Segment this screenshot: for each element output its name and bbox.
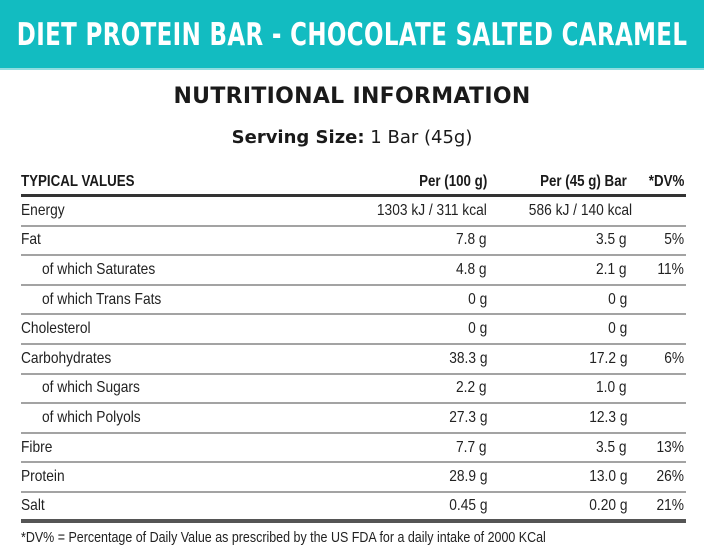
row-label: of which Saturates [42,260,156,278]
row-per-45g: 586 kJ / 140 kcal [528,201,632,219]
row-dv: 26% [656,468,684,486]
table-row-energy: Energy 1303 kJ / 311 kcal 586 kJ / 140 k… [21,197,686,227]
table-row-cholesterol: Cholesterol 0 g 0 g [21,315,686,345]
table-row-fibre: Fibre 7.7 g 3.5 g 13% [21,434,686,464]
row-label: Fibre [21,438,53,456]
row-per-45g: 1.0 g [596,379,627,397]
serving-size-value: 1 Bar (45g) [364,127,473,148]
table-row-polyols: of which Polyols 27.3 g 12.3 g [21,404,686,434]
product-banner: DIET PROTEIN BAR - CHOCOLATE SALTED CARA… [0,0,704,70]
row-per-100g: 28.9 g [448,468,487,486]
nutrition-table: TYPICAL VALUES Per (100 g) Per (45 g) Ba… [21,170,686,523]
table-row-protein: Protein 28.9 g 13.0 g 26% [21,463,686,493]
row-dv: 21% [656,496,684,514]
row-label: Fat [21,231,41,249]
serving-size-label: Serving Size: [231,127,365,148]
header-per-45g: Per (45 g) Bar [540,173,627,190]
row-per-45g: 12.3 g [588,408,627,426]
row-dv: 11% [657,260,684,278]
product-title: DIET PROTEIN BAR - CHOCOLATE SALTED CARA… [16,17,688,53]
row-per-100g: 1303 kJ / 311 kcal [377,201,487,219]
table-row-trans-fats: of which Trans Fats 0 g 0 g [21,286,686,316]
row-per-100g: 2.2 g [456,379,487,397]
table-row-fat: Fat 7.8 g 3.5 g 5% [21,227,686,257]
row-per-45g: 0.20 g [588,496,627,514]
row-label: Protein [21,468,65,486]
row-per-100g: 0.45 g [448,496,487,514]
table-header-row: TYPICAL VALUES Per (100 g) Per (45 g) Ba… [21,170,686,197]
table-row-saturates: of which Saturates 4.8 g 2.1 g 11% [21,256,686,286]
row-per-45g: 0 g [607,290,627,308]
row-per-45g: 13.0 g [588,468,627,486]
nutrition-heading: NUTRITIONAL INFORMATION [173,84,531,109]
row-per-100g: 38.3 g [448,349,487,367]
row-label: Salt [21,496,45,514]
row-per-45g: 2.1 g [596,260,627,278]
dv-footnote: *DV% = Percentage of Daily Value as pres… [21,530,546,546]
table-row-sugars: of which Sugars 2.2 g 1.0 g [21,375,686,405]
row-label: Energy [21,201,65,219]
row-label: of which Sugars [42,379,140,397]
row-label: Cholesterol [21,320,91,338]
row-label: Carbohydrates [21,349,112,367]
header-per-100g: Per (100 g) [418,173,487,190]
row-per-100g: 7.7 g [456,438,487,456]
row-dv: 13% [656,438,684,456]
row-per-100g: 4.8 g [456,260,487,278]
serving-size: Serving Size: 1 Bar (45g) [0,127,704,148]
table-row-carbohydrates: Carbohydrates 38.3 g 17.2 g 6% [21,345,686,375]
row-per-100g: 0 g [467,320,487,338]
row-per-45g: 17.2 g [588,349,627,367]
row-per-100g: 7.8 g [456,231,487,249]
table-row-salt: Salt 0.45 g 0.20 g 21% [21,493,686,523]
header-typical-values: TYPICAL VALUES [21,173,135,190]
row-per-100g: 27.3 g [448,408,487,426]
row-label: of which Trans Fats [42,290,162,308]
row-per-100g: 0 g [467,290,487,308]
row-dv: 6% [664,349,684,367]
row-label: of which Polyols [42,408,141,426]
header-dv: *DV% [648,173,684,190]
row-per-45g: 0 g [607,320,627,338]
row-dv: 5% [664,231,684,249]
row-per-45g: 3.5 g [596,231,627,249]
row-per-45g: 3.5 g [596,438,627,456]
